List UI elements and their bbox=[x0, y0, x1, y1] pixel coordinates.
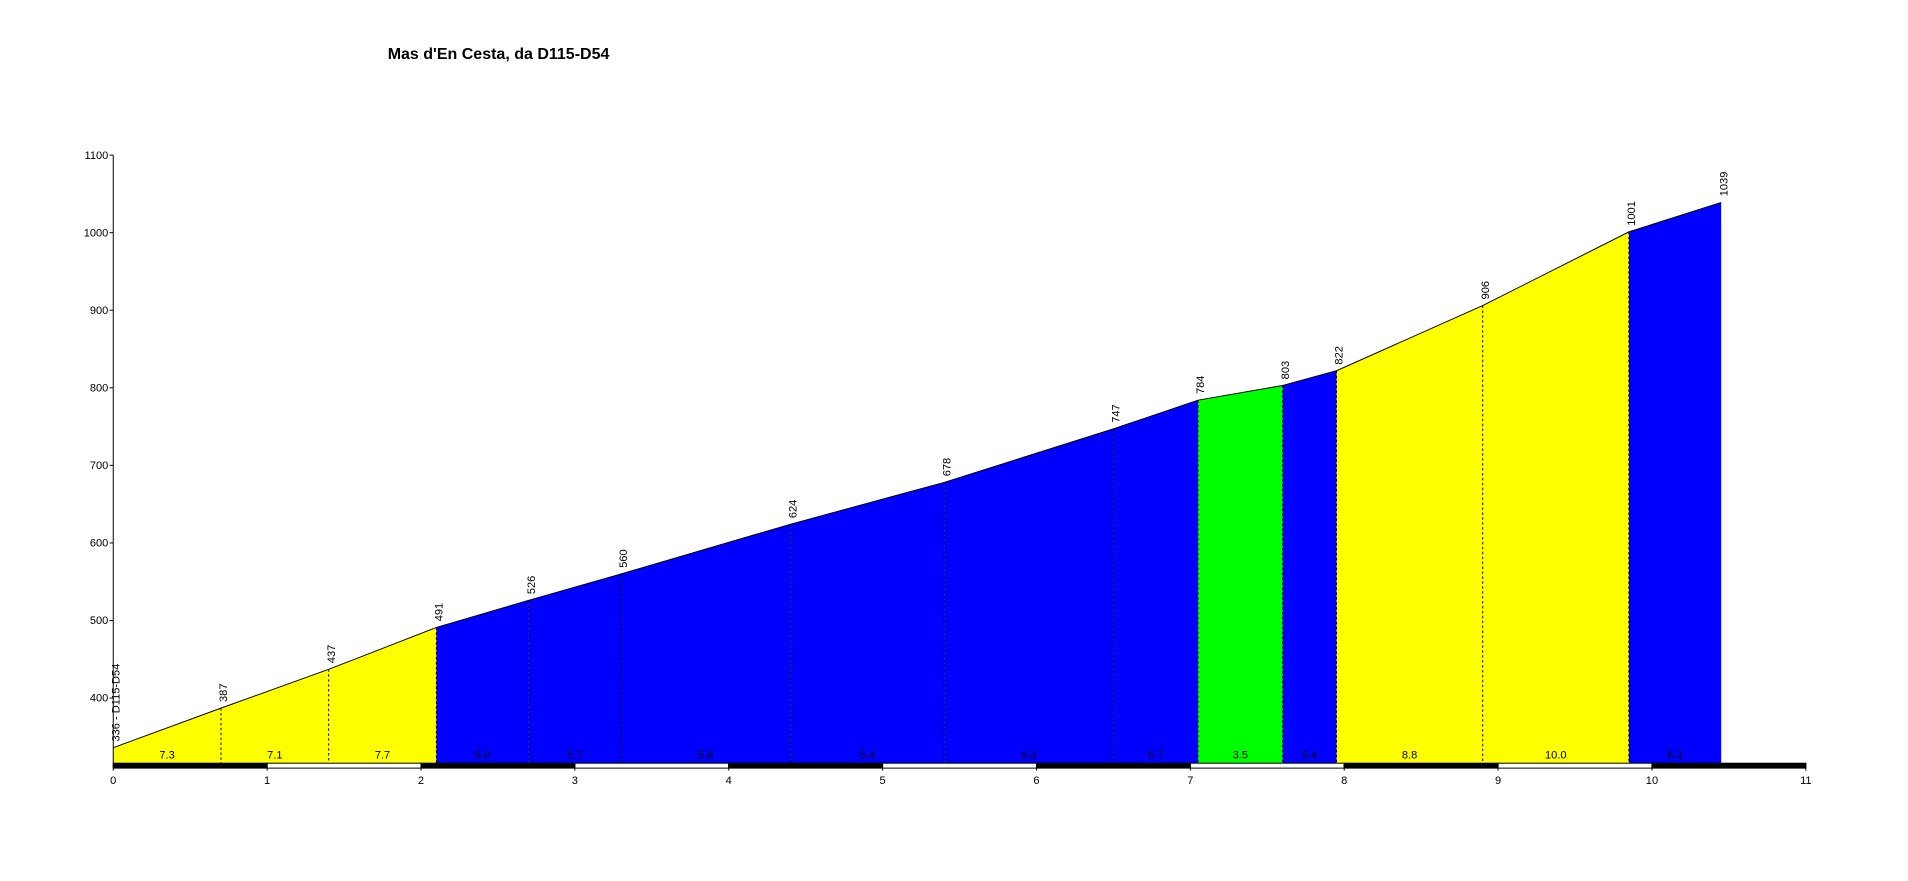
elevation-label: 1001 bbox=[1626, 201, 1638, 226]
gradient-label: 8.8 bbox=[1402, 749, 1417, 761]
y-tick-label: 900 bbox=[90, 305, 108, 317]
km-bar bbox=[420, 762, 576, 769]
elevation-label: 560 bbox=[618, 549, 630, 567]
y-tick-label: 600 bbox=[90, 538, 108, 550]
gradient-label: 5.4 bbox=[1302, 749, 1317, 761]
x-tick-label: 0 bbox=[110, 775, 116, 787]
gradient-label: 5.8 bbox=[698, 749, 713, 761]
x-tick-label: 3 bbox=[572, 775, 578, 787]
elevation-label: 678 bbox=[941, 458, 953, 476]
gradient-label: 5.7 bbox=[567, 749, 582, 761]
chart-title: Mas d'En Cesta, da D115-D54 bbox=[388, 46, 610, 63]
elevation-label: 437 bbox=[326, 645, 338, 663]
elevation-label: 336 - D115-D54 bbox=[110, 664, 122, 742]
gradient-label: 5.4 bbox=[860, 749, 875, 761]
y-tick-label: 700 bbox=[90, 460, 108, 472]
elevation-label: 624 bbox=[787, 500, 799, 518]
x-tick-label: 6 bbox=[1033, 775, 1039, 787]
gradient-segment bbox=[621, 524, 791, 764]
x-tick-label: 1 bbox=[264, 775, 270, 787]
km-bar bbox=[1651, 762, 1807, 769]
x-tick-label: 4 bbox=[726, 775, 732, 787]
elevation-label: 387 bbox=[218, 684, 230, 702]
elevation-label: 1039 bbox=[1718, 172, 1730, 197]
profile-line bbox=[113, 201, 1722, 749]
y-tick-label: 1100 bbox=[85, 150, 109, 162]
y-tick-label: 400 bbox=[90, 693, 108, 705]
gradient-segment bbox=[944, 428, 1114, 764]
gradient-segment bbox=[1282, 370, 1337, 764]
km-bar bbox=[1343, 762, 1499, 769]
gradient-segment bbox=[1482, 231, 1629, 764]
gradient-label: 6.7 bbox=[1148, 749, 1163, 761]
x-tick-label: 9 bbox=[1495, 775, 1501, 787]
y-tick-label: 800 bbox=[90, 382, 108, 394]
gradient-label: 7.3 bbox=[159, 749, 174, 761]
gradient-segment bbox=[1628, 202, 1722, 764]
gradient-label: 6.3 bbox=[1667, 749, 1682, 761]
elevation-label: 822 bbox=[1334, 346, 1346, 364]
gradient-segment bbox=[1113, 400, 1199, 764]
x-tick-label: 5 bbox=[880, 775, 886, 787]
x-tick-label: 10 bbox=[1646, 775, 1658, 787]
gradient-segment bbox=[528, 573, 622, 764]
km-bar bbox=[1035, 762, 1191, 769]
gradient-segment bbox=[436, 600, 529, 764]
elevation-label: 906 bbox=[1480, 281, 1492, 299]
x-tick-label: 11 bbox=[1800, 775, 1811, 787]
elevation-label: 491 bbox=[434, 603, 446, 621]
km-bar bbox=[882, 762, 1037, 769]
gradient-segment bbox=[113, 708, 221, 764]
km-bar bbox=[112, 762, 268, 769]
gradient-segment bbox=[220, 669, 329, 764]
y-tick-label: 500 bbox=[90, 615, 108, 627]
gradient-label: 3.5 bbox=[1233, 749, 1248, 761]
km-bar bbox=[1189, 762, 1345, 769]
gradient-label: 7.1 bbox=[267, 749, 282, 761]
x-tick-label: 2 bbox=[418, 775, 424, 787]
km-bar bbox=[574, 762, 730, 769]
gradient-segment bbox=[328, 627, 437, 764]
x-tick-label: 8 bbox=[1341, 775, 1347, 787]
y-tick-label: 1000 bbox=[84, 227, 109, 239]
gradient-label: 6.3 bbox=[1021, 749, 1036, 761]
gradient-label: 10.0 bbox=[1545, 749, 1567, 761]
elevation-label: 526 bbox=[526, 576, 538, 594]
gradient-segment bbox=[1198, 385, 1283, 764]
km-bar bbox=[266, 762, 422, 769]
elevation-label: 803 bbox=[1280, 361, 1292, 379]
gradient-segment bbox=[790, 482, 945, 764]
km-bar bbox=[728, 762, 884, 769]
gradient-segment bbox=[1336, 305, 1483, 764]
x-tick-label: 7 bbox=[1187, 775, 1193, 787]
elevation-label: 747 bbox=[1111, 404, 1123, 422]
km-bar bbox=[1497, 762, 1653, 769]
elevation-label: 784 bbox=[1195, 376, 1207, 394]
gradient-label: 5.0 bbox=[475, 749, 490, 761]
gradient-label: 7.7 bbox=[375, 749, 390, 761]
